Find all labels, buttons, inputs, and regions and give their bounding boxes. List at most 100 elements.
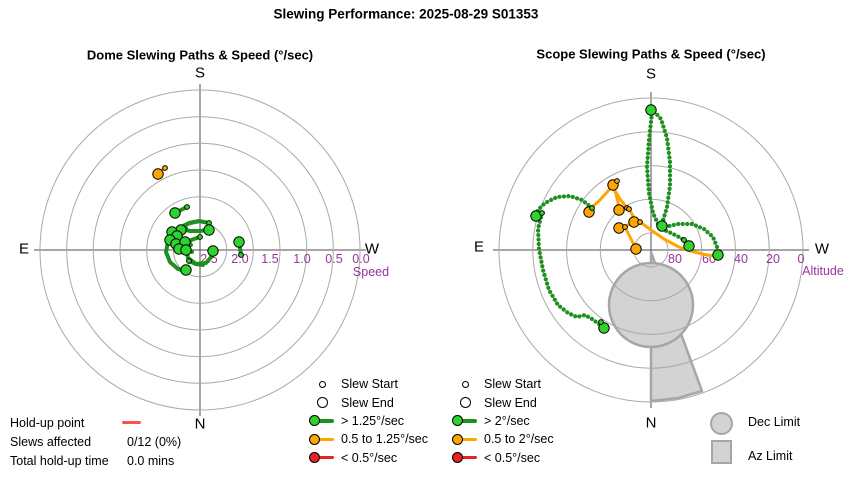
- slew-end-dot: [152, 168, 164, 180]
- slew-end-dot: [656, 220, 668, 232]
- legend-row: > 1.25°/sec: [309, 412, 428, 430]
- legend-label: Slew End: [341, 395, 394, 410]
- radial-tick-label: 0.0: [352, 252, 369, 266]
- grid-ring: [566, 165, 736, 335]
- slew-start-dot: [626, 206, 632, 212]
- legend-label: 0.5 to 2°/sec: [484, 432, 554, 447]
- slew-end-dot: [203, 224, 215, 236]
- slew-path: [644, 110, 664, 229]
- radial-tick-label: 1.5: [261, 252, 278, 266]
- az-limit-label: Az Limit: [748, 449, 793, 463]
- grid-ring: [119, 169, 281, 331]
- slew-end-dot: [645, 104, 657, 116]
- scope-chart-title: Scope Slewing Paths & Speed (°/sec): [536, 46, 766, 62]
- dome-chart-title: Dome Slewing Paths & Speed (°/sec): [86, 47, 314, 63]
- speed-mid-icon: [309, 433, 335, 445]
- slew-start-dot: [622, 224, 628, 230]
- speed-slow-icon: [309, 452, 335, 464]
- legend-label: < 0.5°/sec: [341, 450, 398, 465]
- slew-end-dot: [207, 245, 219, 257]
- dec-limit-label: Dec Limit: [748, 415, 801, 429]
- dome-compass-east: E: [18, 240, 30, 258]
- slew-end-dot: [598, 322, 610, 334]
- legend-label: Slew Start: [341, 377, 398, 392]
- speed-fast-icon: [452, 415, 478, 427]
- slew-end-dot: [180, 264, 192, 276]
- legend-row: < 0.5°/sec: [309, 449, 428, 467]
- slew-end-dot: [530, 210, 542, 222]
- scope-compass-north: N: [645, 414, 657, 432]
- slew-path: [662, 221, 721, 256]
- slew-start-dot: [539, 210, 545, 216]
- slew-end-icon: [309, 397, 335, 409]
- dome-compass-north: N: [194, 415, 206, 433]
- slew-end-dot: [180, 244, 192, 256]
- grid-ring: [498, 97, 804, 403]
- dome-compass-west: W: [364, 240, 380, 258]
- legend-row: Slew End: [309, 393, 428, 411]
- slew-path: [184, 235, 214, 266]
- legend-row: Slew End: [452, 393, 554, 411]
- slew-path: [638, 220, 718, 258]
- speed-mid-icon: [452, 433, 478, 445]
- slew-start-dot: [614, 178, 620, 184]
- radial-tick-label: 2.0: [231, 252, 248, 266]
- legend-label: < 0.5°/sec: [484, 450, 541, 465]
- speed-fast-icon: [309, 415, 335, 427]
- legend-label: > 2°/sec: [484, 413, 530, 428]
- slew-end-icon: [452, 397, 478, 409]
- scope-compass-east: E: [473, 238, 485, 256]
- slew-end-dot: [712, 249, 724, 261]
- speed-slow-icon: [452, 452, 478, 464]
- slew-start-dot: [162, 165, 168, 171]
- radial-tick-label: 80: [668, 252, 682, 266]
- legend-label: Slew End: [484, 395, 537, 410]
- legend-row: > 2°/sec: [452, 412, 554, 430]
- legend-label: > 1.25°/sec: [341, 413, 405, 428]
- slew-start-icon: [309, 380, 335, 388]
- dome-compass-south: S: [194, 64, 206, 82]
- holdup-time-label: Total hold-up time: [10, 454, 109, 468]
- holdup-point-icon: [122, 421, 141, 425]
- slew-path: [535, 210, 607, 331]
- slew-end-dot: [630, 243, 642, 255]
- legend-row: 0.5 to 1.25°/sec: [309, 430, 428, 448]
- dec-limit-region: [607, 261, 695, 349]
- slew-start-dot: [197, 234, 203, 240]
- az-limit-icon: [711, 440, 732, 464]
- slews-affected-label: Slews affected: [10, 435, 92, 449]
- grid-ring: [39, 89, 361, 411]
- holdup-time-value: 0.0 mins: [127, 454, 175, 468]
- legend-row: Slew Start: [309, 375, 428, 393]
- slew-start-dot: [186, 258, 192, 264]
- slew-end-dot: [233, 236, 245, 248]
- radial-axis-caption: Altitude: [802, 264, 844, 278]
- grid-ring: [146, 196, 254, 304]
- grid-ring: [66, 116, 334, 384]
- legend-label: Slew Start: [484, 377, 541, 392]
- slew-path: [533, 193, 595, 218]
- slew-start-dot: [184, 204, 190, 210]
- dec-limit-icon: [710, 412, 733, 435]
- slews-affected-value: 0/12 (0%): [127, 435, 182, 449]
- radial-tick-label: 40: [734, 252, 748, 266]
- dome-legend: Slew Start Slew End > 1.25°/sec 0.5 to 1…: [309, 375, 428, 467]
- slew-start-dot: [589, 205, 595, 211]
- radial-tick-label: 1.0: [293, 252, 310, 266]
- slew-start-dot: [238, 252, 244, 258]
- scope-compass-south: S: [645, 65, 657, 83]
- legend-label: 0.5 to 1.25°/sec: [341, 432, 428, 447]
- radial-tick-label: 20: [766, 252, 780, 266]
- page-title: Slewing Performance: 2025-08-29 S01353: [273, 6, 539, 22]
- slew-start-dot: [637, 219, 643, 225]
- grid-ring: [172, 222, 228, 278]
- slew-end-dot: [169, 207, 181, 219]
- grid-ring: [92, 142, 308, 358]
- radial-axis-caption: Speed: [353, 265, 389, 279]
- legend-row: Slew Start: [452, 375, 554, 393]
- radial-tick-label: 0.5: [325, 252, 342, 266]
- slew-start-icon: [452, 380, 478, 388]
